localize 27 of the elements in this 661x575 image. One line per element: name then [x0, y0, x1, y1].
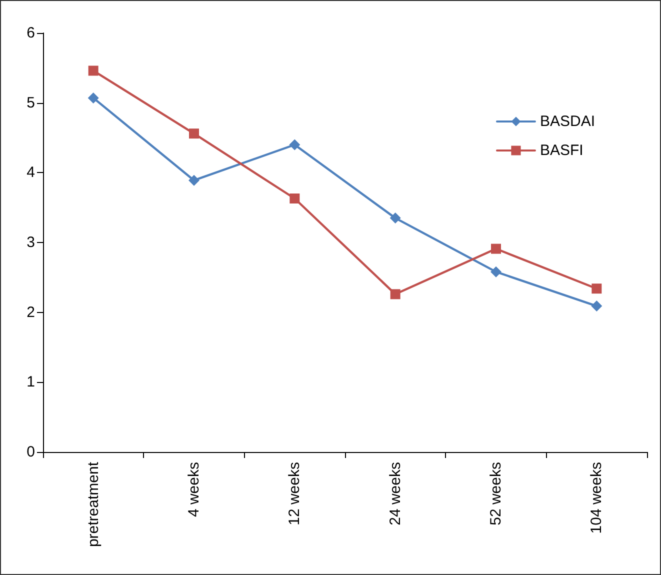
y-tick-label: 0	[26, 444, 35, 460]
point	[188, 174, 200, 186]
point	[88, 92, 99, 104]
y-tick-label: 2	[26, 304, 35, 321]
y-tick-label: 5	[26, 94, 35, 112]
point	[592, 284, 602, 294]
point	[390, 212, 401, 224]
point	[490, 266, 502, 278]
y-tick-label: 4	[26, 164, 35, 182]
legend-label: BASFI	[540, 142, 584, 159]
y-tick-label: 3	[26, 234, 35, 251]
point	[290, 194, 300, 204]
point	[491, 244, 501, 254]
point	[390, 289, 400, 300]
x-tick-label: 104 weeks	[588, 462, 606, 534]
x-tick-label: 52 weeks	[488, 462, 504, 526]
point	[289, 139, 300, 150]
point	[88, 66, 98, 76]
point	[189, 128, 199, 139]
x-tick-label: 24 weeks	[386, 462, 404, 526]
x-tick-label: 4 weeks	[186, 462, 202, 518]
x-tick-label: pretreatment	[84, 461, 102, 548]
y-tick-label: 6	[26, 24, 35, 42]
point	[591, 300, 602, 312]
legend-label: BASDAI	[540, 113, 596, 130]
y-tick-label: 1	[26, 374, 35, 391]
x-tick-label: 12 weeks	[286, 462, 304, 526]
